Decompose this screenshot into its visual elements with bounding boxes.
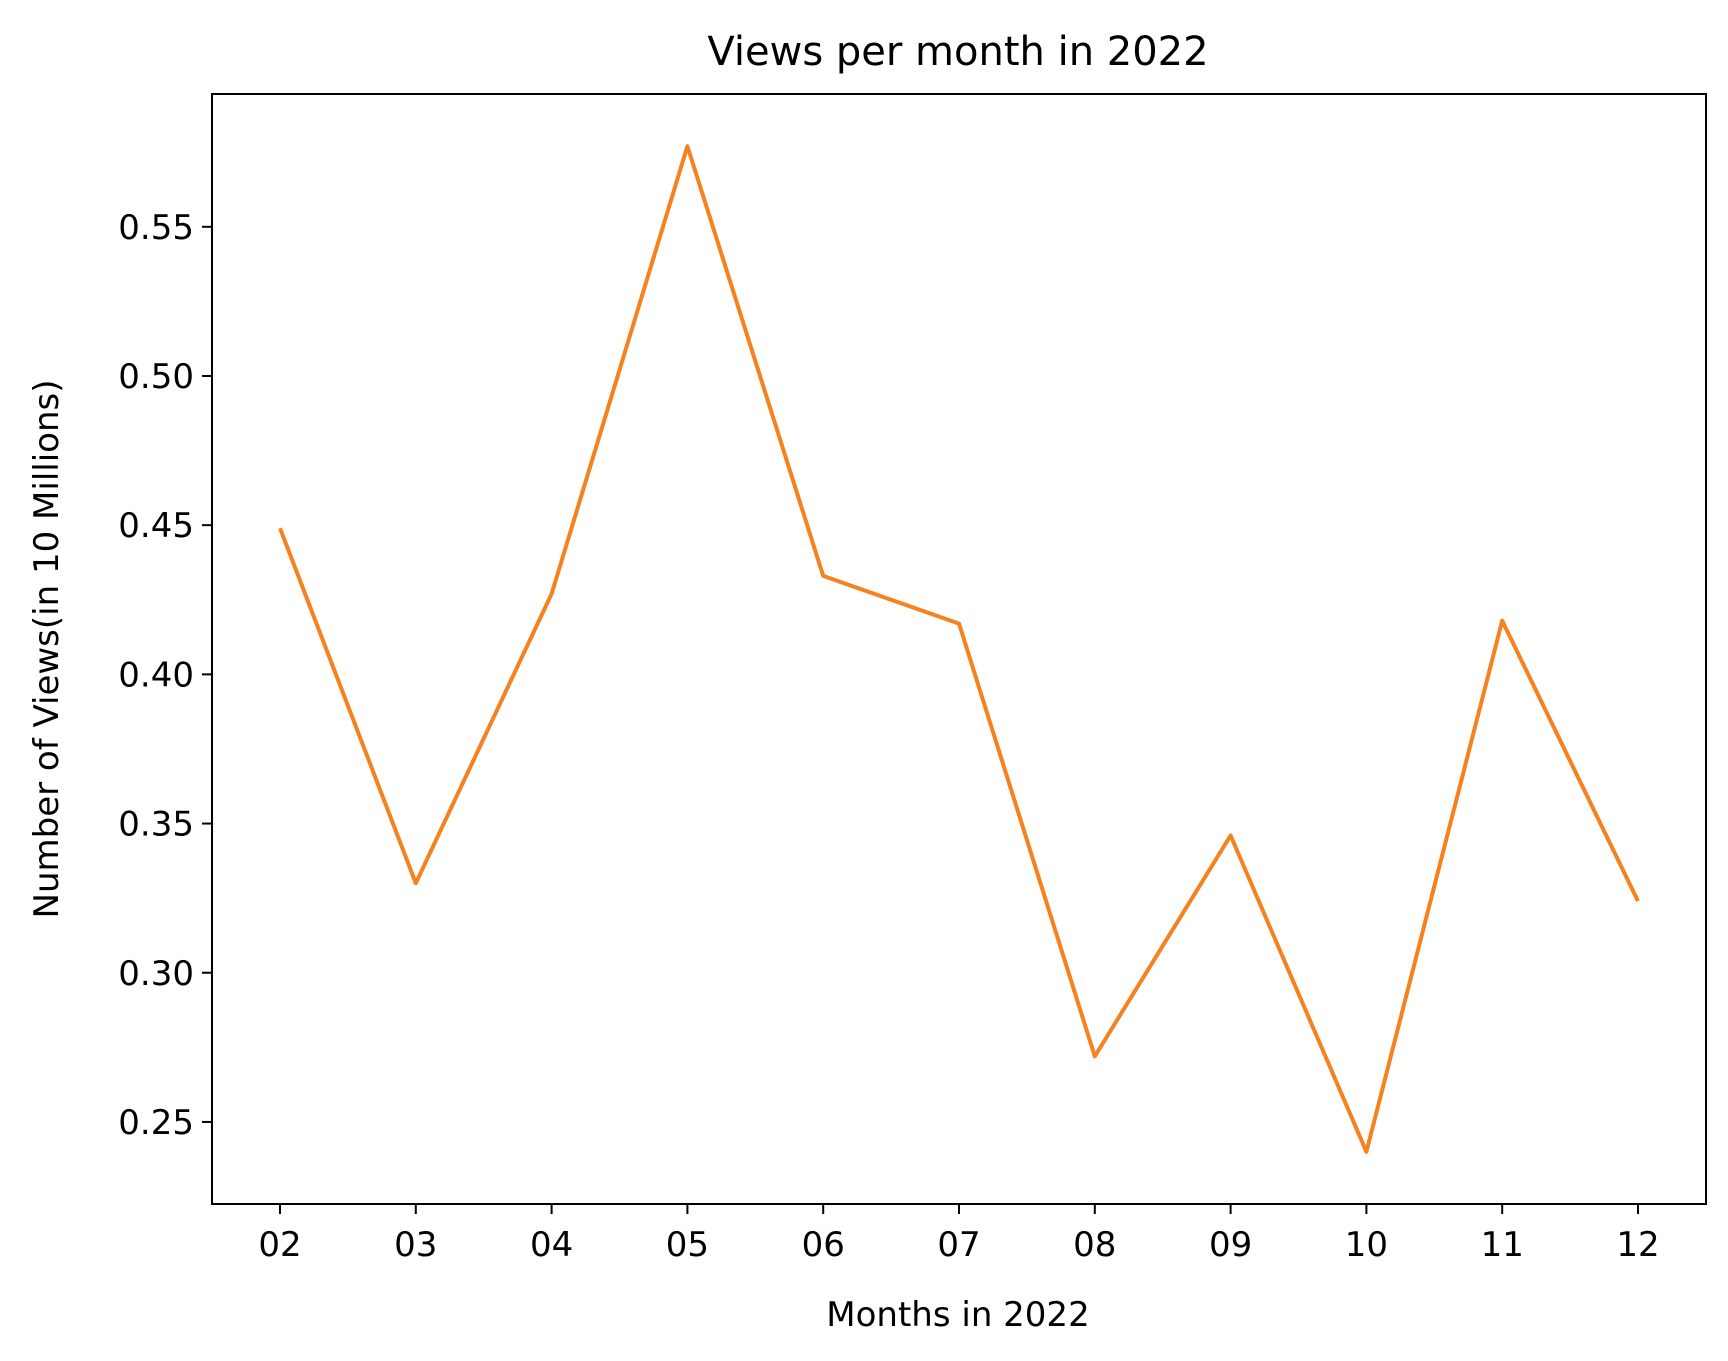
x-axis: 02 03 04 05 06 07 08 09 10 11 12 xyxy=(258,1204,1660,1265)
y-axis: 0.25 0.30 0.35 0.40 0.45 0.50 0.55 xyxy=(118,208,212,1143)
x-tick-label: 06 xyxy=(802,1225,845,1265)
x-tick-label: 10 xyxy=(1345,1225,1388,1265)
y-tick-label: 0.35 xyxy=(118,805,194,845)
x-tick-label: 02 xyxy=(258,1225,301,1265)
y-tick-label: 0.25 xyxy=(118,1103,194,1143)
x-tick-label: 08 xyxy=(1073,1225,1116,1265)
x-tick-label: 12 xyxy=(1616,1225,1659,1265)
y-tick-label: 0.45 xyxy=(118,506,194,546)
x-tick-label: 05 xyxy=(666,1225,709,1265)
x-tick-label: 09 xyxy=(1209,1225,1252,1265)
x-tick-label: 07 xyxy=(937,1225,980,1265)
x-axis-label: Months in 2022 xyxy=(826,1295,1089,1335)
x-tick-label: 03 xyxy=(394,1225,437,1265)
y-axis-label: Number of Views(in 10 Millions) xyxy=(27,380,67,919)
x-tick-label: 11 xyxy=(1481,1225,1524,1265)
y-tick-label: 0.40 xyxy=(118,655,194,695)
series-line-views xyxy=(278,144,1640,1154)
y-tick-label: 0.30 xyxy=(118,954,194,994)
y-tick-label: 0.50 xyxy=(118,357,194,397)
y-tick-label: 0.55 xyxy=(118,208,194,248)
chart-title: Views per month in 2022 xyxy=(707,29,1208,75)
x-tick-label: 04 xyxy=(530,1225,573,1265)
